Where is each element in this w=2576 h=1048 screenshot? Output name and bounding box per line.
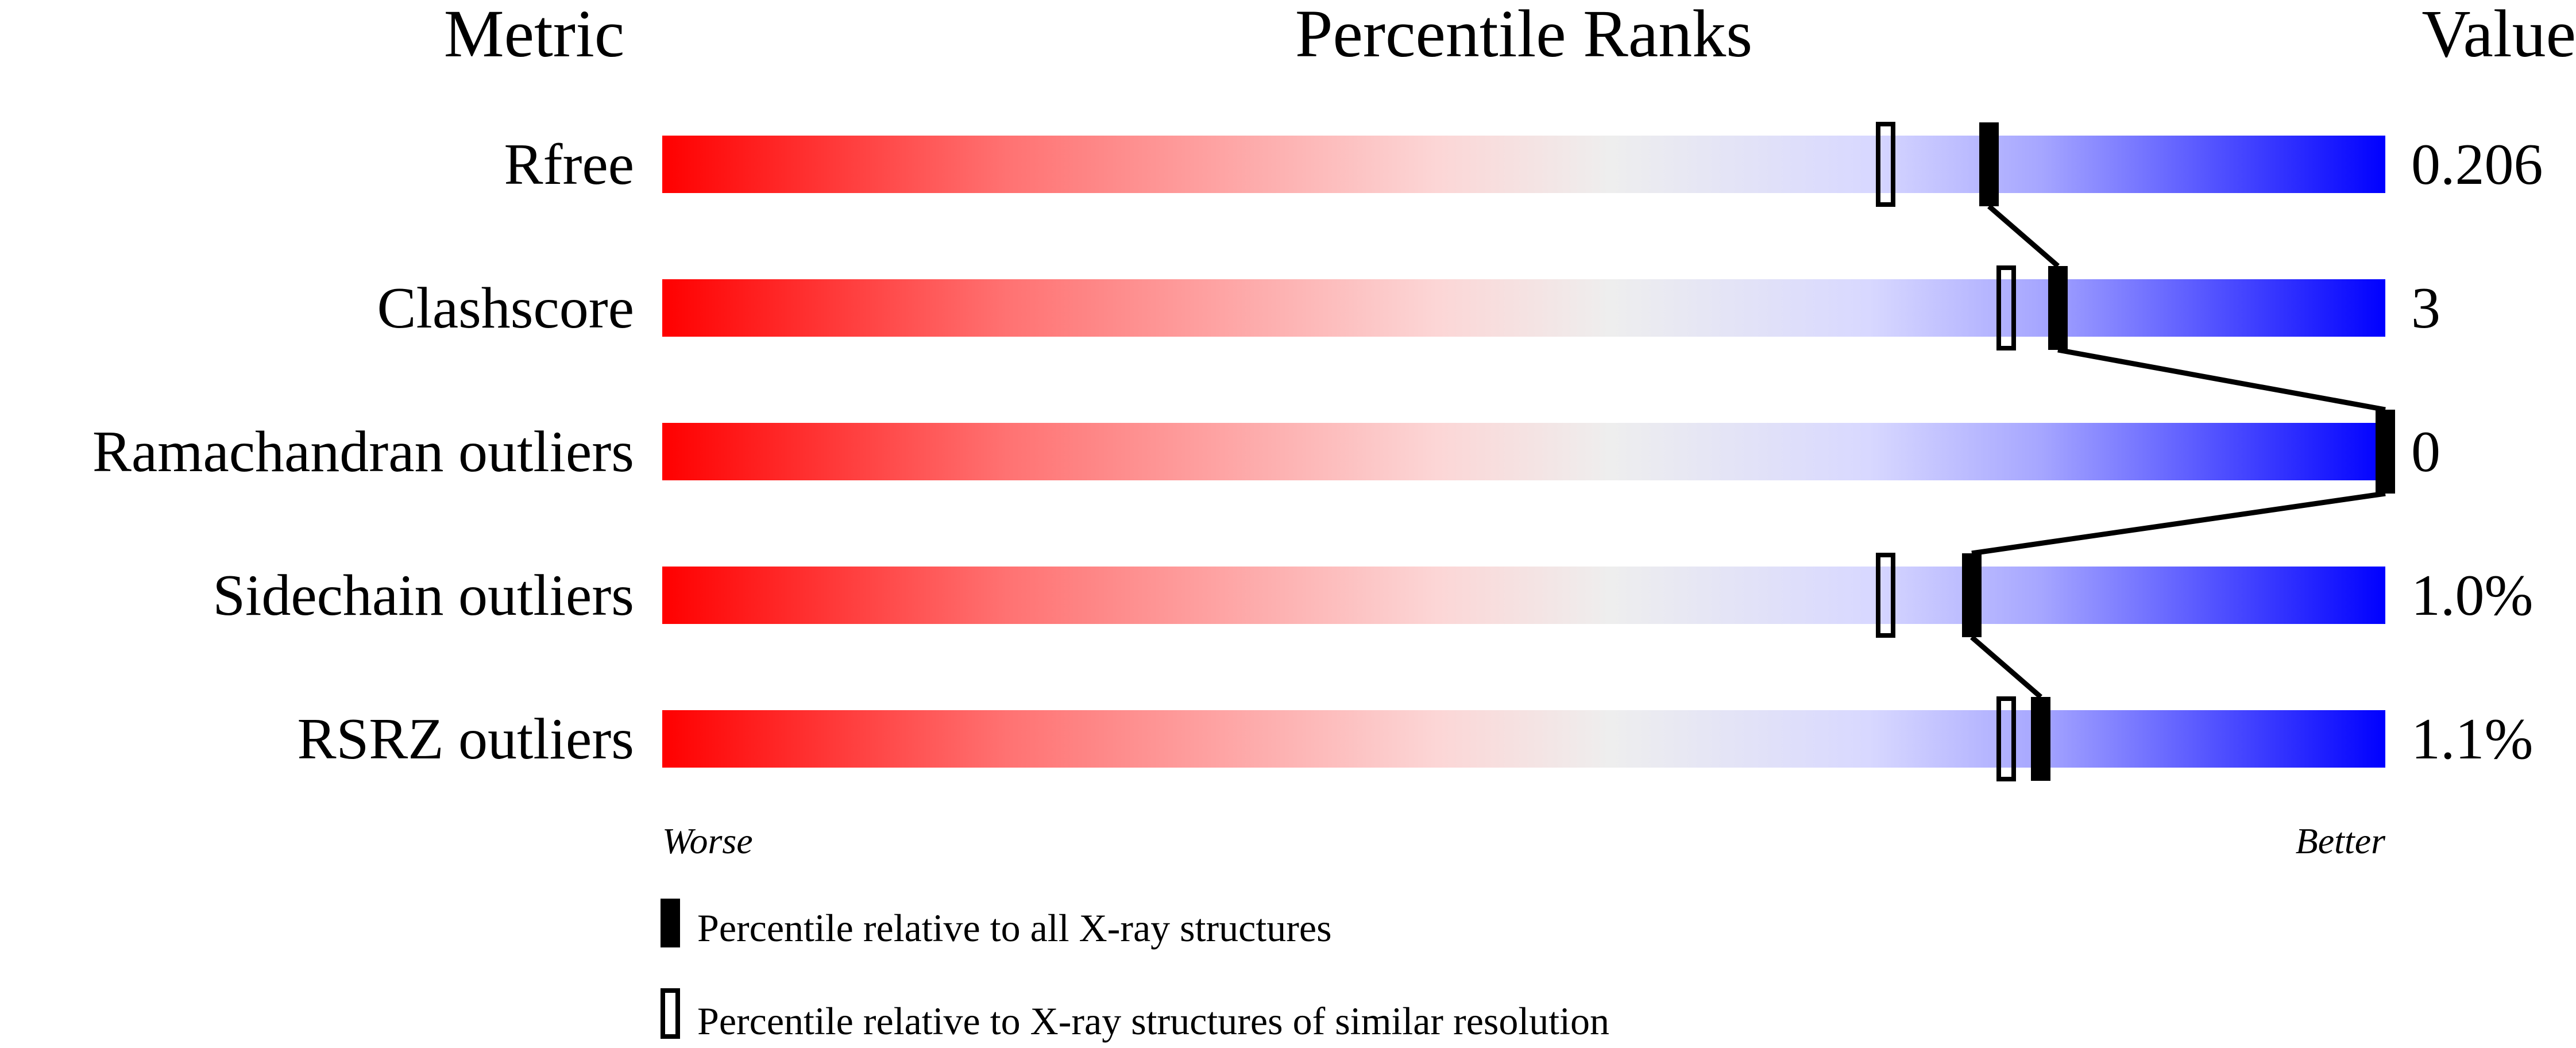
- filled-percentile-marker: [1962, 553, 1982, 637]
- axis-label-better: Better: [2296, 820, 2386, 861]
- legend-filled-label: Percentile relative to all X-ray structu…: [697, 906, 1332, 950]
- open-percentile-marker: [1876, 122, 1895, 207]
- filled-percentile-marker: [2376, 410, 2395, 494]
- percentile-bar: [662, 567, 2385, 624]
- metric-label: Ramachandran outliers: [92, 419, 634, 484]
- metric-value: 1.1%: [2411, 707, 2533, 772]
- connector-line: [2057, 347, 2386, 413]
- percentile-bar: [662, 279, 2385, 337]
- metric-label: Sidechain outliers: [213, 563, 634, 628]
- legend-open-marker-icon: [661, 988, 680, 1039]
- connector-line: [1971, 491, 2386, 556]
- percentile-bar: [662, 710, 2385, 768]
- connector-line: [1970, 635, 2042, 699]
- open-percentile-marker: [1996, 696, 2016, 781]
- metric-value: 0.206: [2411, 132, 2543, 197]
- percentile-bar: [662, 136, 2385, 193]
- metric-label: RSRZ outliers: [297, 707, 634, 772]
- filled-percentile-marker: [2031, 697, 2050, 781]
- legend-open-label: Percentile relative to X-ray structures …: [697, 999, 1609, 1043]
- open-percentile-marker: [1996, 265, 2016, 350]
- metric-value: 1.0%: [2411, 563, 2533, 628]
- connector-line: [1987, 204, 2060, 268]
- filled-percentile-marker: [1979, 122, 1999, 206]
- metric-label: Clashscore: [377, 276, 634, 341]
- metric-label: Rfree: [504, 132, 634, 197]
- open-percentile-marker: [1876, 553, 1895, 638]
- header-value: Value: [2421, 0, 2576, 71]
- percentile-bar: [662, 423, 2385, 480]
- metric-value: 3: [2411, 276, 2440, 341]
- legend-filled-marker-icon: [661, 899, 680, 947]
- header-percentile-ranks: Percentile Ranks: [1295, 0, 1752, 71]
- header-metric: Metric: [444, 0, 625, 71]
- filled-percentile-marker: [2048, 266, 2068, 350]
- metric-value: 0: [2411, 419, 2440, 484]
- axis-label-worse: Worse: [662, 820, 753, 861]
